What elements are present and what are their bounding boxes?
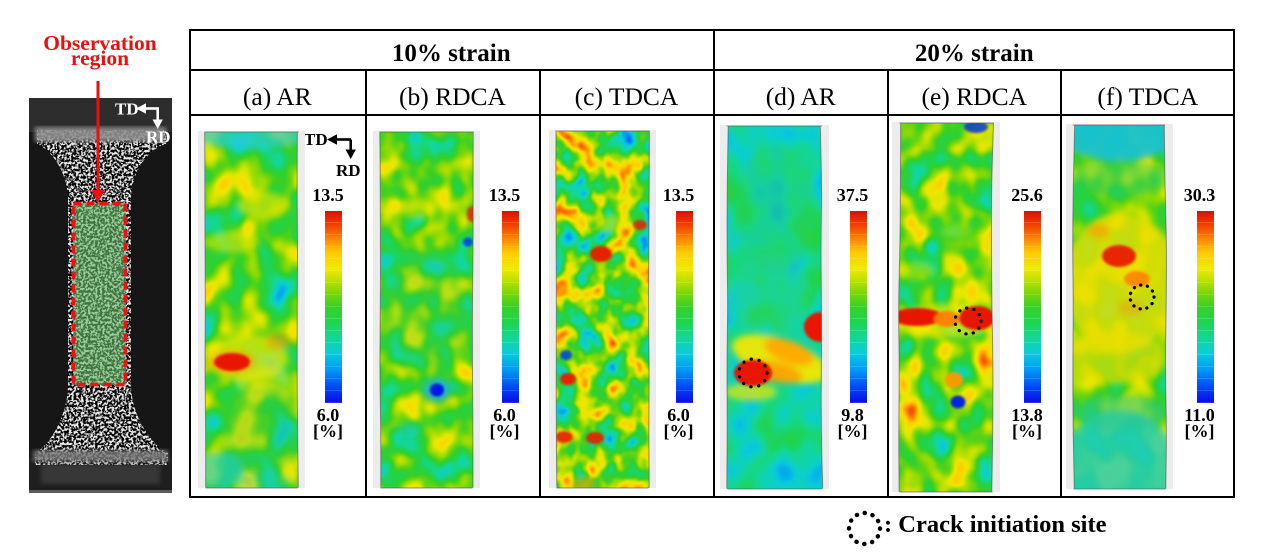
svg-text:RD: RD (146, 128, 171, 147)
svg-text:TD: TD (304, 130, 328, 149)
svg-text:RD: RD (336, 161, 361, 178)
svg-text:TD: TD (115, 100, 139, 119)
